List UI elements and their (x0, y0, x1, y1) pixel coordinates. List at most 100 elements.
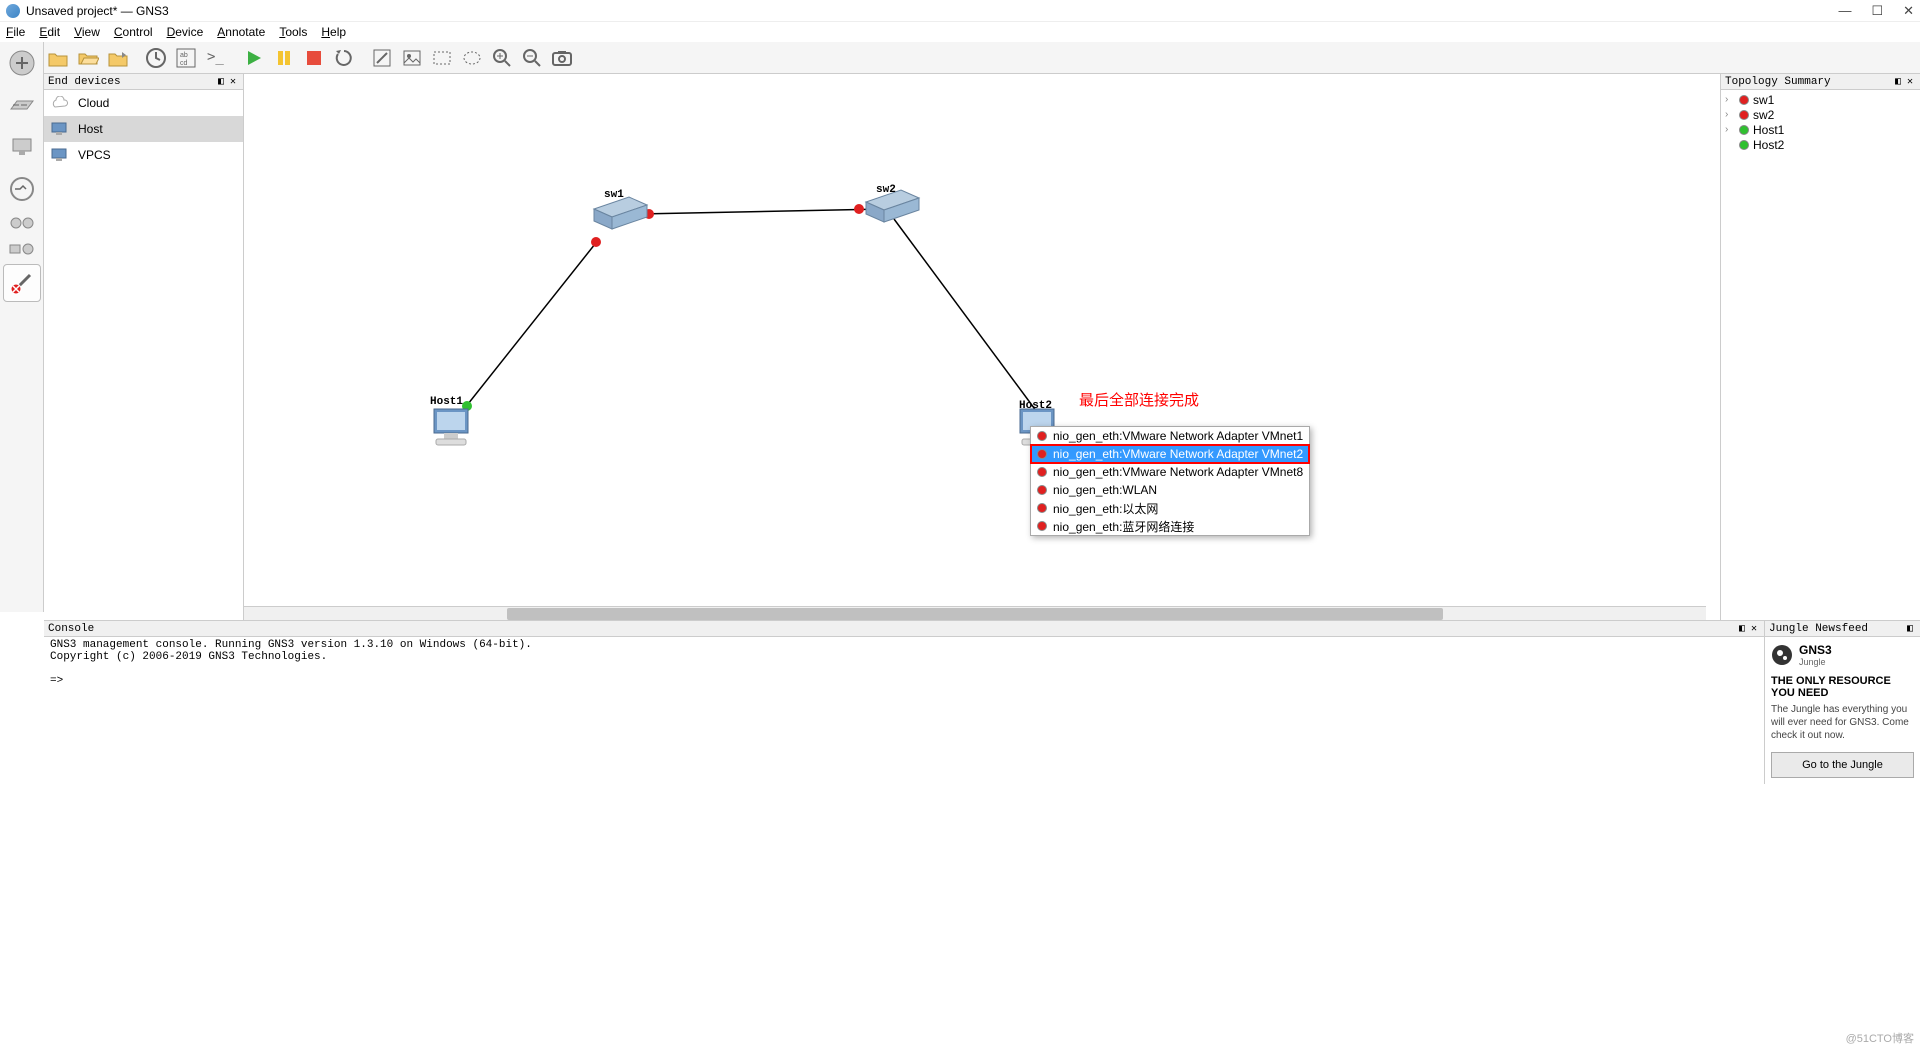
topology-undock-icon[interactable]: ◧ (1892, 76, 1904, 88)
rail-endpoint-icon[interactable] (3, 128, 41, 166)
expand-icon (1725, 139, 1735, 150)
newsfeed-logo-sub: Jungle (1799, 657, 1832, 667)
ctx-item[interactable]: nio_gen_eth:蓝牙网络连接 (1031, 517, 1309, 535)
devices-close-icon[interactable]: ✕ (227, 76, 239, 88)
show-ports-icon[interactable]: abcd (172, 44, 200, 72)
newsfeed-logo: GNS3 Jungle (1771, 643, 1914, 667)
topology-item[interactable]: Host2 (1725, 137, 1916, 152)
newsfeed-logo-text: GNS3 (1799, 643, 1832, 657)
device-item-vpcs[interactable]: VPCS (44, 142, 243, 168)
ctx-item[interactable]: nio_gen_eth:WLAN (1031, 481, 1309, 499)
console-close-icon[interactable]: ✕ (1748, 623, 1760, 635)
ctx-item[interactable]: nio_gen_eth:以太网 (1031, 499, 1309, 517)
menu-control[interactable]: Control (114, 25, 153, 39)
device-item-cloud[interactable]: Cloud (44, 90, 243, 116)
topology-close-icon[interactable]: ✕ (1904, 76, 1916, 88)
ctx-item[interactable]: nio_gen_eth:VMware Network Adapter VMnet… (1031, 463, 1309, 481)
annotate-image-icon[interactable] (398, 44, 426, 72)
expand-icon[interactable]: › (1725, 109, 1735, 120)
devices-panel: End devices ◧ ✕ Cloud Host VPCS (44, 74, 244, 620)
open-project-icon[interactable] (74, 44, 102, 72)
newsfeed-undock-icon[interactable]: ◧ (1904, 623, 1916, 635)
go-to-jungle-button[interactable]: Go to the Jungle (1771, 752, 1914, 778)
rail-misc2-icon[interactable] (3, 238, 41, 260)
zoom-in-icon[interactable] (488, 44, 516, 72)
device-label: VPCS (78, 148, 111, 162)
window-title: Unsaved project* — GNS3 (26, 4, 1838, 18)
new-project-icon[interactable] (44, 44, 72, 72)
main-toolbar: abcd >_ (0, 42, 1920, 74)
close-button[interactable]: ✕ (1903, 3, 1914, 19)
topology-label: Host2 (1753, 138, 1784, 152)
pause-all-icon[interactable] (270, 44, 298, 72)
node-host1[interactable] (434, 409, 468, 445)
rail-link-icon[interactable] (3, 264, 41, 302)
title-bar: Unsaved project* — GNS3 — ☐ ✕ (0, 0, 1920, 22)
device-label: Host (78, 122, 103, 136)
expand-icon[interactable]: › (1725, 124, 1735, 135)
menu-tools[interactable]: Tools (279, 25, 307, 39)
menu-file[interactable]: File (6, 25, 25, 39)
reload-all-icon[interactable] (330, 44, 358, 72)
ctx-label: nio_gen_eth:WLAN (1053, 483, 1157, 497)
host-icon (50, 122, 70, 136)
node-sw1[interactable] (594, 197, 647, 229)
device-item-host[interactable]: Host (44, 116, 243, 142)
rail-security-icon[interactable] (3, 170, 41, 208)
menu-help[interactable]: Help (321, 25, 346, 39)
annotate-rect-icon[interactable] (428, 44, 456, 72)
ctx-label: nio_gen_eth:VMware Network Adapter VMnet… (1053, 465, 1303, 479)
screenshot-icon[interactable] (548, 44, 576, 72)
status-dot-icon (1739, 140, 1749, 150)
ctx-label: nio_gen_eth:VMware Network Adapter VMnet… (1053, 429, 1303, 443)
annotate-ellipse-icon[interactable] (458, 44, 486, 72)
minimize-button[interactable]: — (1838, 3, 1851, 19)
topology-item[interactable]: › sw1 (1725, 92, 1916, 107)
app-icon (6, 4, 20, 18)
devices-panel-title: End devices (48, 76, 121, 88)
topology-label: Host1 (1753, 123, 1784, 137)
console-output[interactable]: GNS3 management console. Running GNS3 ve… (44, 637, 1764, 784)
annotation-text: 最后全部连接完成 (1079, 389, 1199, 410)
save-project-icon[interactable] (104, 44, 132, 72)
expand-icon[interactable]: › (1725, 94, 1735, 105)
menu-view[interactable]: View (74, 25, 100, 39)
menu-bar: File Edit View Control Device Annotate T… (0, 22, 1920, 42)
device-rail (0, 42, 44, 612)
rail-switch-icon[interactable] (3, 86, 41, 124)
interface-context-menu: nio_gen_eth:VMware Network Adapter VMnet… (1030, 426, 1310, 536)
rail-router-icon[interactable] (3, 44, 41, 82)
topology-panel-title: Topology Summary (1725, 76, 1831, 88)
main-area: End devices ◧ ✕ Cloud Host VPCS (0, 74, 1920, 620)
annotate-note-icon[interactable] (368, 44, 396, 72)
canvas-hscrollbar[interactable] (244, 606, 1706, 620)
console-undock-icon[interactable]: ◧ (1736, 623, 1748, 635)
menu-annotate[interactable]: Annotate (217, 25, 265, 39)
ctx-label: nio_gen_eth:以太网 (1053, 500, 1158, 517)
vpcs-icon (50, 148, 70, 162)
label-host2: Host2 (1019, 400, 1052, 412)
zoom-out-icon[interactable] (518, 44, 546, 72)
menu-edit[interactable]: Edit (39, 25, 60, 39)
device-label: Cloud (78, 96, 109, 110)
gns3-logo-icon (1771, 644, 1793, 666)
topology-canvas[interactable]: sw1 sw2 Host1 Host2 最后全部连接完成 nio_gen_eth… (244, 74, 1720, 620)
start-all-icon[interactable] (240, 44, 268, 72)
newsfeed-body: GNS3 Jungle THE ONLY RESOURCE YOU NEED T… (1765, 637, 1920, 748)
menu-device[interactable]: Device (167, 25, 204, 39)
topology-item[interactable]: ›sw2 (1725, 107, 1916, 122)
stop-all-icon[interactable] (300, 44, 328, 72)
topology-panel-header: Topology Summary ◧ ✕ (1721, 74, 1920, 90)
canvas-hscroll-thumb[interactable] (507, 608, 1443, 620)
devices-undock-icon[interactable]: ◧ (215, 76, 227, 88)
console-all-icon[interactable]: >_ (202, 44, 230, 72)
ctx-item[interactable]: nio_gen_eth:VMware Network Adapter VMnet… (1031, 427, 1309, 445)
ctx-label: nio_gen_eth:VMware Network Adapter VMnet… (1053, 447, 1303, 461)
topology-item[interactable]: › Host1 (1725, 122, 1916, 137)
rail-misc1-icon[interactable] (3, 212, 41, 234)
topology-label: sw1 (1753, 93, 1774, 107)
snapshot-icon[interactable] (142, 44, 170, 72)
newsfeed-panel: Jungle Newsfeed ◧ GNS3 Jungle THE ONLY R… (1765, 621, 1920, 784)
ctx-item[interactable]: nio_gen_eth:VMware Network Adapter VMnet… (1031, 445, 1309, 463)
maximize-button[interactable]: ☐ (1871, 3, 1883, 19)
